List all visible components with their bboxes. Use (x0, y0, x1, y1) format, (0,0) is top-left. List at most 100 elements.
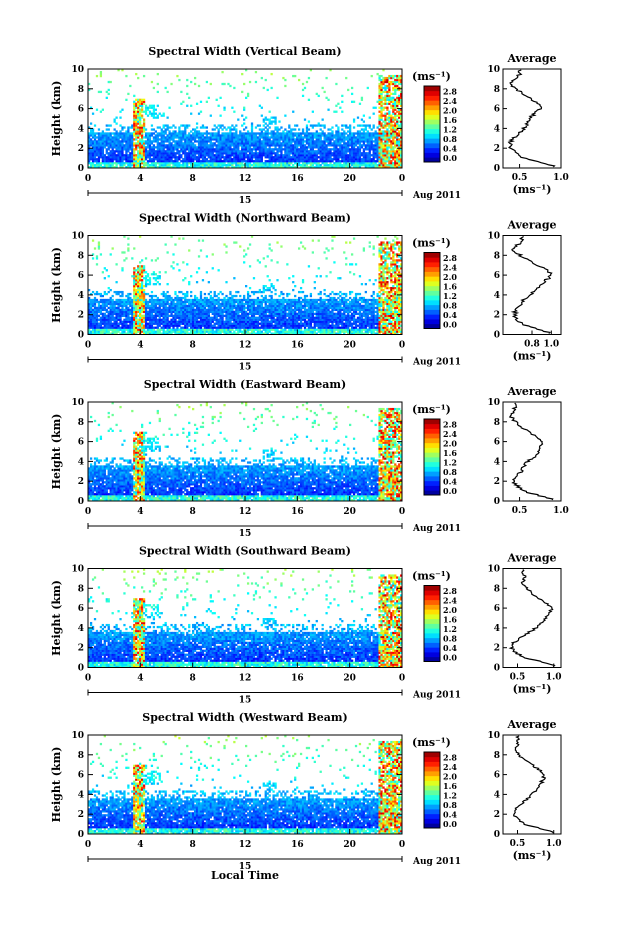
heatmap-cell (194, 128, 196, 130)
heatmap-cell (137, 297, 139, 299)
heatmap-cell (92, 327, 94, 329)
heatmap-cell (357, 134, 359, 136)
heatmap-cell (196, 281, 198, 283)
heatmap-cell (298, 138, 300, 140)
heatmap-cell (375, 136, 377, 138)
heatmap-cell (137, 130, 139, 132)
heatmap-cell (180, 299, 182, 301)
heatmap-cell (192, 327, 194, 329)
heatmap-cell (121, 299, 123, 301)
heatmap-cell (194, 301, 196, 303)
heatmap-cell (98, 136, 100, 138)
heatmap-cell (147, 313, 149, 315)
heatmap-cell (384, 81, 386, 83)
heatmap-cell (165, 317, 167, 319)
heatmap-cell (221, 154, 223, 156)
heatmap-cell (216, 319, 218, 321)
heatmap-cell (167, 327, 169, 329)
heatmap-cell (155, 295, 157, 297)
heatmap-cell (241, 140, 243, 142)
heatmap-cell (355, 142, 357, 144)
heatmap-cell (382, 87, 384, 89)
heatmap-cell (388, 99, 390, 101)
heatmap-cell (316, 164, 318, 166)
heatmap-cell (143, 124, 145, 126)
avg-y-tick-label: 2 (494, 144, 500, 154)
heatmap-cell (208, 301, 210, 303)
heatmap-cell (310, 124, 312, 126)
heatmap-cell (327, 136, 329, 138)
heatmap-cell (202, 160, 204, 162)
heatmap-cell (102, 140, 104, 142)
heatmap-cell (380, 115, 382, 117)
heatmap-cell (388, 111, 390, 113)
heatmap-cell (239, 150, 241, 152)
heatmap-cell (147, 156, 149, 158)
heatmap-cell (384, 132, 386, 134)
heatmap-cell (253, 154, 255, 156)
heatmap-cell (292, 138, 294, 140)
heatmap-cell (282, 136, 284, 138)
heatmap-cell (133, 150, 135, 152)
colorbar-tick-label: 1.2 (443, 124, 457, 134)
heatmap-cell (202, 309, 204, 311)
heatmap-cell (214, 309, 216, 311)
heatmap-cell (172, 253, 174, 255)
heatmap-cell (167, 134, 169, 136)
heatmap-cell (170, 162, 172, 164)
heatmap-cell (202, 307, 204, 309)
heatmap-cell (241, 115, 243, 117)
heatmap-cell (145, 315, 147, 317)
heatmap-cell (94, 124, 96, 126)
heatmap-cell (190, 105, 192, 107)
heatmap-cell (214, 295, 216, 297)
heatmap-cell (245, 150, 247, 152)
heatmap-cell (396, 160, 398, 162)
heatmap-cell (237, 119, 239, 121)
heatmap-cell (247, 95, 249, 97)
heatmap-cell (398, 95, 400, 97)
heatmap-cell (378, 77, 380, 79)
heatmap-cell (212, 253, 214, 255)
heatmap-cell (149, 305, 151, 307)
heatmap-cell (135, 317, 137, 319)
heatmap-cell (398, 117, 400, 119)
heatmap-cell (114, 128, 116, 130)
heatmap-cell (165, 301, 167, 303)
heatmap-cell (147, 132, 149, 134)
heatmap-cell (188, 249, 190, 251)
heatmap-cell (378, 117, 380, 119)
heatmap-cell (190, 317, 192, 319)
heatmap-cell (178, 305, 180, 307)
heatmap-cell (339, 160, 341, 162)
heatmap-cell (237, 162, 239, 164)
heatmap-cell (145, 132, 147, 134)
heatmap-cell (117, 293, 119, 295)
heatmap-cell (102, 315, 104, 317)
heatmap-cell (94, 148, 96, 150)
heatmap-cell (182, 293, 184, 295)
heatmap-cell (378, 146, 380, 148)
heatmap-cell (102, 162, 104, 164)
heatmap-cell (269, 156, 271, 158)
heatmap-cell (143, 305, 145, 307)
heatmap-cell (157, 152, 159, 154)
heatmap-cell (363, 152, 365, 154)
heatmap-cell (302, 142, 304, 144)
heatmap-cell (212, 309, 214, 311)
heatmap-cell (373, 152, 375, 154)
heatmap-cell (155, 279, 157, 281)
heatmap-cell (184, 158, 186, 160)
heatmap-cell (349, 126, 351, 128)
heatmap-cell (363, 124, 365, 126)
heatmap-cell (115, 162, 117, 164)
heatmap-cell (151, 164, 153, 166)
heatmap-cell (329, 134, 331, 136)
heatmap-cell (184, 152, 186, 154)
heatmap-cell (380, 134, 382, 136)
heatmap-cell (100, 132, 102, 134)
heatmap-cell (388, 87, 390, 89)
heatmap-cell (210, 297, 212, 299)
heatmap-cell (337, 130, 339, 132)
heatmap-cell (219, 126, 221, 128)
